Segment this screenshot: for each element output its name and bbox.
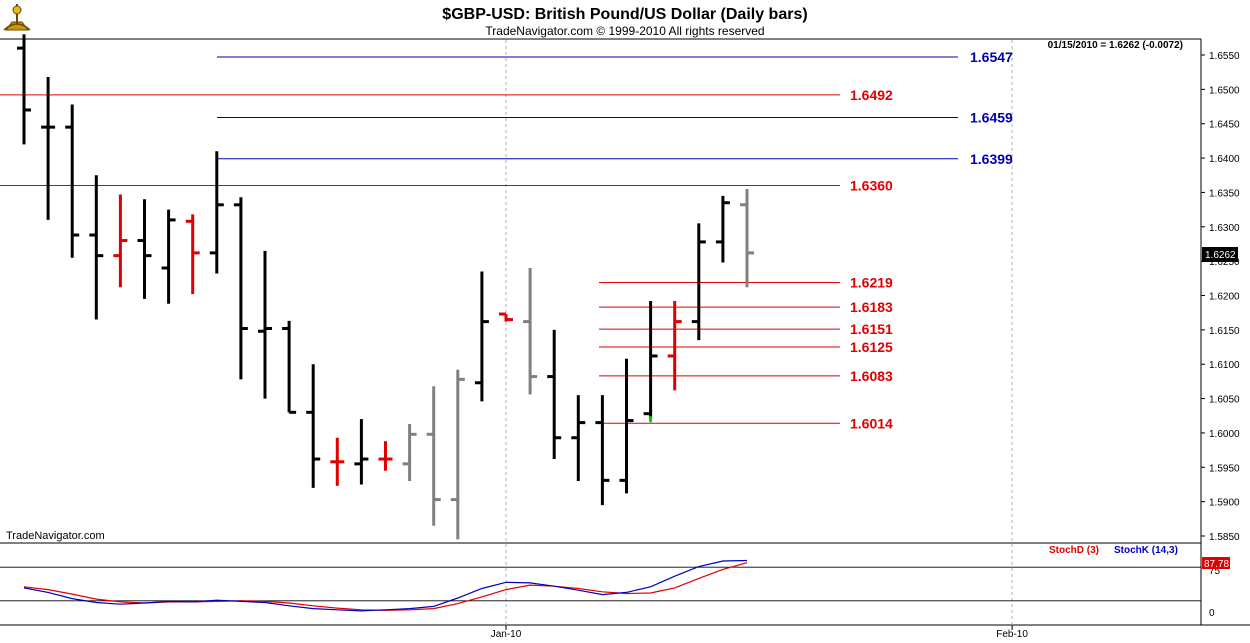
stoch-k-line: [23, 559, 748, 612]
level-label: 1.6183: [850, 299, 893, 315]
level-label: 1.6014: [850, 415, 893, 431]
grid-layer: [505, 40, 1013, 625]
time-axis-label: Feb-10: [996, 629, 1028, 640]
price-axis-label: 1.5900: [1209, 498, 1240, 509]
level-lines-layer: 1.6547 1.6492 1.6459 1.6399 1.6360 1.6219 1.61…: [0, 49, 1013, 431]
chart-copyright: TradeNavigator.com © 1999-2010 All right…: [485, 24, 764, 38]
price-axis: 1.6550 1.6500 1.6450 1.6400 1.6350 1.6300 1.62…: [1201, 51, 1240, 543]
last-price-tag: [1202, 247, 1238, 262]
sextant-logo-icon: [3, 4, 31, 31]
price-axis-label: 1.6050: [1209, 395, 1240, 406]
stochastic-pane: 75 0: [0, 559, 1221, 619]
level-label: 1.6492: [850, 87, 893, 103]
stoch-d-legend: StochD (3): [1049, 545, 1099, 556]
price-axis-label: 1.6550: [1209, 51, 1240, 62]
stoch-axis-label: 75: [1209, 566, 1221, 577]
level-label: 1.6125: [850, 339, 893, 355]
time-axis: Jan-10 Feb-10: [491, 625, 1028, 640]
level-label: 1.6459: [970, 110, 1013, 126]
price-axis-label: 1.6150: [1209, 326, 1240, 337]
stoch-last-value: 87.78: [1204, 559, 1229, 570]
price-axis-label: 1.5850: [1209, 532, 1240, 543]
price-axis-label: 1.6350: [1209, 188, 1240, 199]
price-axis-label: 1.6300: [1209, 223, 1240, 234]
price-axis-label: 1.6100: [1209, 360, 1240, 371]
stoch-k-legend: StochK (14,3): [1114, 545, 1178, 556]
level-label: 1.6219: [850, 274, 893, 290]
stoch-last-value-tag: [1202, 557, 1230, 569]
price-axis-label: 1.6500: [1209, 85, 1240, 96]
level-label: 1.6151: [850, 321, 893, 337]
level-label: 1.6399: [970, 151, 1013, 167]
level-label: 1.6547: [970, 49, 1013, 65]
level-label: 1.6360: [850, 178, 893, 194]
quote-readout: 01/15/2010 = 1.6262 (-0.0072): [1048, 40, 1183, 51]
price-axis-label: 1.6000: [1209, 429, 1240, 440]
price-axis-label: 1.6200: [1209, 292, 1240, 303]
stoch-axis-label: 0: [1209, 608, 1215, 619]
chart-title: $GBP-USD: British Pound/US Dollar (Daily…: [442, 6, 807, 23]
last-price-label: 1.6262: [1205, 250, 1236, 261]
level-label: 1.6083: [850, 368, 893, 384]
price-axis-label: 1.6400: [1209, 154, 1240, 165]
price-axis-label: 1.5950: [1209, 463, 1240, 474]
price-axis-label: 1.6450: [1209, 120, 1240, 131]
watermark-text: TradeNavigator.com: [6, 530, 105, 542]
ohlc-bars-layer: [17, 34, 754, 540]
time-axis-label: Jan-10: [491, 629, 522, 640]
price-axis-label: 1.6250: [1209, 257, 1240, 268]
